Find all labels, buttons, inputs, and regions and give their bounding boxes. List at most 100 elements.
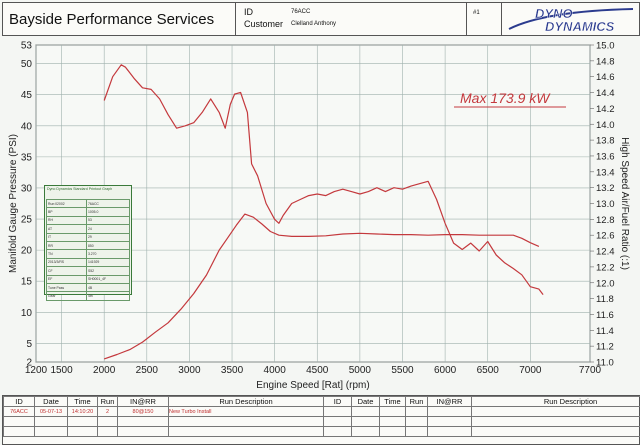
y-tick-label: 15 <box>21 277 33 288</box>
run-table-header-cell: IN@RR <box>117 396 169 407</box>
run-info-box: Dyno Dynamics Standard Printout Graph Ru… <box>44 185 132 301</box>
run-table-cell <box>379 406 406 417</box>
logo-text-top: DYNO <box>535 6 573 21</box>
customer-label: Customer <box>244 19 284 29</box>
run-info-value: 29 <box>85 232 131 242</box>
run-table-cell <box>3 416 35 427</box>
y2-tick-label: 13.0 <box>596 199 615 210</box>
run-info-row: EF SH0001_4F <box>46 274 131 284</box>
x-axis-label: Engine Speed [Rat] (rpm) <box>256 380 369 391</box>
run-info-row: RR 850 <box>46 240 131 251</box>
shop-name: Bayside Performance Services <box>9 11 215 28</box>
y2-tick-label: 13.2 <box>596 183 615 194</box>
y2-tick-label: 13.8 <box>596 136 615 147</box>
run-table-cell <box>427 406 472 417</box>
page-cell: #1 <box>467 3 502 35</box>
run-table-header-cell: Run Description <box>471 396 640 407</box>
run-table-cell <box>97 426 118 437</box>
run-table-cell <box>97 416 118 427</box>
y-tick-label: 20 <box>21 246 33 257</box>
run-table-cell <box>405 426 428 437</box>
run-info-value: 4B <box>85 282 131 293</box>
run-table-cell: 76ACC <box>3 406 35 417</box>
run-table-cell: 05-07-13 <box>34 406 68 417</box>
y2-tick-label: 11.6 <box>596 310 614 321</box>
run-info-key: RH <box>46 215 87 226</box>
y2-tick-label: 13.6 <box>596 151 615 162</box>
run-table-cell <box>351 416 380 427</box>
x-tick-label: 2000 <box>93 365 116 376</box>
y2-tick-label: 14.4 <box>596 88 615 99</box>
y-tick-label: 40 <box>21 121 33 132</box>
run-info-row: Run:02002 76ACC <box>46 198 131 209</box>
shop-cell: Bayside Performance Services <box>3 3 236 35</box>
afr-series-line <box>103 64 544 295</box>
x-tick-label: 2500 <box>136 365 159 376</box>
x-tick-label: 5500 <box>391 365 414 376</box>
run-info-key: AT <box>46 224 87 234</box>
x-tick-label: 3000 <box>178 365 201 376</box>
run-table-cell <box>427 416 472 427</box>
run-info-key: Tune Pass <box>46 282 87 293</box>
y2-tick-label: 12.2 <box>596 262 615 273</box>
y2-tick-label: 15.0 <box>596 41 615 52</box>
x-tick-label: 4500 <box>306 365 329 376</box>
run-table-header-cell: IN@RR <box>427 396 472 407</box>
run-table-header-cell: Run <box>405 396 428 407</box>
run-table-body: 76ACC 05-07-13 14:10:20 2 80@150 New Turbo In… <box>3 406 640 437</box>
run-table-cell: 80@150 <box>117 406 169 417</box>
y-tick-label: 5 <box>26 339 32 350</box>
run-table-cell <box>323 406 352 417</box>
run-info-row: TN 3.270 <box>46 249 131 259</box>
y2-tick-label: 14.6 <box>596 72 615 83</box>
y2-tick-label: 12.8 <box>596 215 615 226</box>
run-table-row: 76ACC 05-07-13 14:10:20 2 80@150 New Turbo In… <box>3 406 640 417</box>
run-info-value: S52 <box>85 266 131 276</box>
y2-tick-label: 12.0 <box>596 278 615 289</box>
run-info-key: EF <box>46 274 87 284</box>
run-table-cell <box>379 416 406 427</box>
x-tick-label: 7700 <box>579 365 602 376</box>
y-tick-label: 30 <box>21 183 33 194</box>
run-table-cell <box>471 406 640 417</box>
run-table-cell <box>34 426 68 437</box>
run-info-key: TN <box>46 249 87 259</box>
run-info-key: CF <box>46 266 87 276</box>
x-tick-label: 6500 <box>477 365 500 376</box>
boost-series-line <box>104 213 540 360</box>
run-info-key: Run:02002 <box>46 198 87 209</box>
id-cell: ID 76ACC Customer Clelland Anthony <box>236 3 467 35</box>
run-table-cell <box>67 416 98 427</box>
run-table-header-cell: Run <box>97 396 118 407</box>
run-table-cell <box>351 426 380 437</box>
run-info-row: Gear 4th <box>46 291 131 301</box>
x-tick-label: 5000 <box>349 365 372 376</box>
run-table-cell <box>34 416 68 427</box>
run-info-row: 2013/3/RS 141929 <box>46 257 131 268</box>
y-tick-label: 35 <box>21 152 33 163</box>
run-table-cell <box>427 426 472 437</box>
run-table-cell <box>351 406 380 417</box>
y2-tick-label: 14.2 <box>596 104 615 115</box>
run-table-cell <box>67 426 98 437</box>
y-axis-label: Manifold Gauge Pressure (PSI) <box>8 134 19 273</box>
run-info-row: BP 1005.0 <box>46 207 131 217</box>
y-tick-label: 45 <box>21 90 33 101</box>
max-power-annotation: Max 173.9 kW <box>460 90 551 106</box>
y-tick-label: 10 <box>21 308 33 319</box>
y-tick-label: 2 <box>26 358 32 369</box>
run-table-cell <box>405 416 428 427</box>
y2-tick-label: 14.0 <box>596 120 615 131</box>
y2-tick-label: 13.4 <box>596 167 615 178</box>
run-info-value: 76ACC <box>85 198 131 209</box>
run-table-cell <box>323 426 352 437</box>
run-info-row: Tune Pass 4B <box>46 282 131 293</box>
run-info-value: 850 <box>85 240 131 251</box>
run-table-cell <box>471 416 640 427</box>
run-info-row: RH 53 <box>46 215 131 226</box>
run-table-header-cell: ID <box>3 396 35 407</box>
x-tick-label: 6000 <box>434 365 457 376</box>
run-info-value: SH0001_4F <box>85 274 131 284</box>
run-table-header-cell: ID <box>323 396 352 407</box>
x-tick-label: 1500 <box>50 365 73 376</box>
